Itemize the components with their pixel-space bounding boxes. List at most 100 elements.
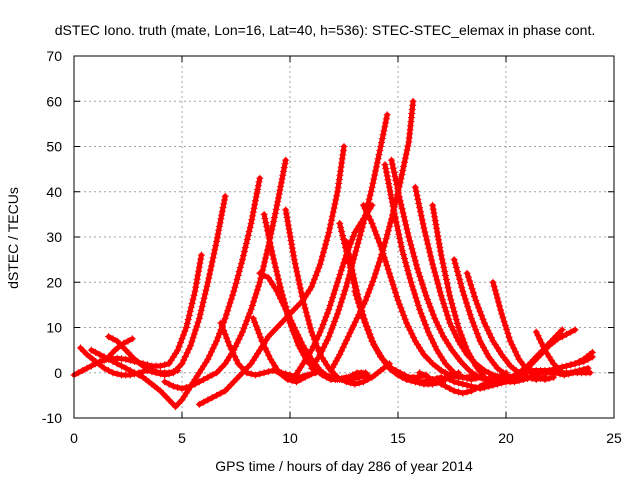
plus-marker <box>451 260 459 268</box>
plus-marker <box>180 356 188 364</box>
plus-marker <box>408 282 416 290</box>
plus-marker <box>496 302 503 310</box>
plus-marker <box>372 343 379 351</box>
plus-marker <box>382 164 390 172</box>
plus-marker <box>361 205 369 213</box>
plus-marker <box>284 221 292 229</box>
plus-marker <box>430 264 438 272</box>
plus-marker <box>433 228 441 236</box>
plus-marker <box>446 319 454 327</box>
plus-marker <box>358 223 366 231</box>
plus-marker <box>221 314 229 322</box>
plus-marker <box>270 214 278 221</box>
plus-marker <box>214 333 222 341</box>
plus-marker <box>361 318 369 326</box>
plus-marker <box>256 278 264 286</box>
plus-marker <box>567 361 575 369</box>
plus-marker <box>277 179 285 187</box>
plus-marker <box>493 380 501 388</box>
plus-marker <box>195 400 203 408</box>
plus-marker <box>269 251 277 259</box>
plus-marker <box>255 178 263 186</box>
plus-marker <box>282 156 290 164</box>
plus-marker <box>339 232 347 239</box>
plus-marker <box>218 211 226 219</box>
plus-marker <box>204 396 212 404</box>
plus-marker <box>227 295 235 303</box>
plus-marker <box>473 300 481 308</box>
plus-marker <box>118 362 125 370</box>
plus-marker <box>385 183 393 191</box>
plus-marker <box>329 208 337 216</box>
plus-marker <box>308 283 316 291</box>
plus-marker <box>287 318 295 325</box>
plus-marker <box>394 185 402 193</box>
plus-marker <box>410 334 418 341</box>
plus-marker <box>348 325 356 333</box>
plus-marker <box>320 343 328 351</box>
plus-marker <box>337 298 345 306</box>
plus-marker <box>283 306 291 314</box>
plus-marker <box>217 215 225 223</box>
plus-marker <box>385 269 393 277</box>
plus-marker <box>456 275 464 283</box>
plus-marker <box>186 307 194 315</box>
plus-marker <box>463 381 471 389</box>
plus-marker <box>387 273 395 281</box>
plus-marker <box>331 370 339 378</box>
plus-marker <box>242 240 250 247</box>
plus-marker <box>315 264 323 272</box>
plus-marker <box>464 303 472 311</box>
plus-marker <box>478 311 485 319</box>
plus-marker <box>487 334 495 341</box>
plus-marker <box>410 253 418 261</box>
plus-marker <box>434 232 442 240</box>
plus-marker <box>400 311 408 319</box>
plus-marker <box>340 259 348 267</box>
plus-marker <box>246 309 254 317</box>
plus-marker <box>222 311 230 319</box>
plus-marker <box>416 272 424 280</box>
plus-marker <box>209 344 217 352</box>
plus-marker <box>483 350 491 358</box>
plus-marker <box>468 356 476 364</box>
plus-marker <box>326 224 334 232</box>
plus-marker <box>251 201 259 209</box>
plus-marker <box>450 378 458 386</box>
plus-marker <box>148 367 156 374</box>
plus-marker <box>532 353 540 361</box>
plus-marker <box>384 227 392 235</box>
plus-marker <box>475 304 483 312</box>
plus-marker <box>336 271 344 278</box>
plus-marker <box>122 346 130 354</box>
plus-marker <box>252 193 260 201</box>
plus-marker <box>274 198 282 206</box>
plus-marker <box>445 315 453 323</box>
plus-marker <box>156 387 164 395</box>
plus-marker <box>374 235 382 242</box>
plus-marker <box>336 351 344 359</box>
plus-marker <box>226 342 233 350</box>
plus-marker <box>511 371 519 379</box>
plus-marker <box>343 242 351 250</box>
plus-marker <box>194 318 202 326</box>
plus-marker <box>411 183 419 191</box>
grid-lines <box>74 56 614 418</box>
plus-marker <box>401 255 408 262</box>
plus-marker <box>246 223 254 231</box>
plus-marker <box>190 291 198 299</box>
plus-marker <box>421 288 429 296</box>
plus-marker <box>558 363 566 371</box>
plus-marker <box>339 147 347 155</box>
plus-marker <box>357 227 365 235</box>
y-tick-label: 50 <box>46 139 62 155</box>
plus-marker <box>185 345 193 353</box>
plus-marker <box>367 187 375 195</box>
plus-marker <box>261 258 269 266</box>
plus-marker <box>383 231 391 239</box>
plus-marker <box>207 262 215 270</box>
plus-marker <box>183 349 191 357</box>
plus-marker <box>384 265 392 273</box>
plus-marker <box>321 340 329 348</box>
plus-marker <box>344 246 352 254</box>
